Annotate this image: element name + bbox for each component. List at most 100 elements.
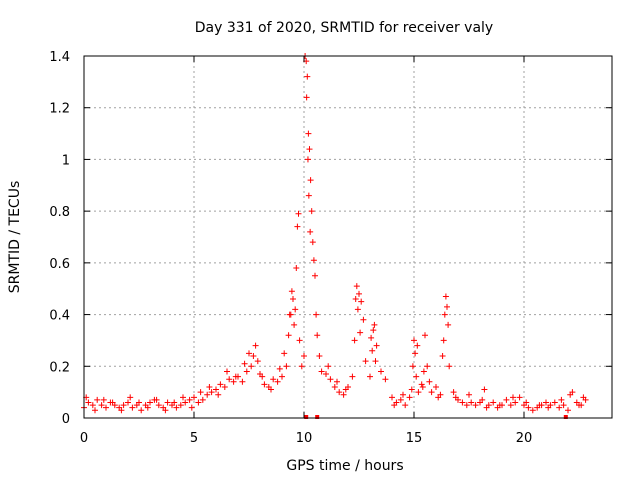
data-point xyxy=(177,402,184,409)
data-point xyxy=(162,407,169,414)
data-point xyxy=(325,363,332,370)
data-point xyxy=(459,399,466,406)
data-point xyxy=(389,394,395,401)
data-point xyxy=(378,368,384,375)
data-point xyxy=(217,381,224,388)
data-point xyxy=(89,402,96,409)
data-point xyxy=(556,404,563,411)
x-tick-label: 5 xyxy=(190,431,198,446)
data-point xyxy=(144,404,151,411)
data-point xyxy=(248,363,255,370)
zero-data-point xyxy=(315,415,320,419)
data-point xyxy=(369,347,376,354)
x-tick-label: 15 xyxy=(406,431,423,446)
y-tick-label: 0.4 xyxy=(49,309,70,324)
data-point xyxy=(290,296,296,303)
data-point xyxy=(309,239,316,246)
data-point xyxy=(371,321,378,328)
data-point xyxy=(523,399,530,406)
data-point xyxy=(507,402,514,409)
data-point xyxy=(147,399,153,406)
data-point xyxy=(452,394,459,401)
data-point xyxy=(125,399,131,406)
data-point xyxy=(372,358,379,365)
y-tick-label: 0.2 xyxy=(49,360,70,375)
data-point xyxy=(323,371,329,378)
data-point xyxy=(305,130,312,137)
data-point xyxy=(118,407,125,414)
data-point xyxy=(250,352,257,359)
data-point xyxy=(276,365,283,372)
zero-data-point xyxy=(563,415,568,419)
data-point xyxy=(310,257,317,264)
data-point xyxy=(171,399,178,406)
chart-title: Day 331 of 2020, SRMTID for receiver val… xyxy=(195,20,493,36)
data-point xyxy=(285,332,292,339)
data-point xyxy=(353,283,360,290)
data-point xyxy=(199,396,206,403)
data-point xyxy=(368,334,375,341)
data-point xyxy=(428,389,435,396)
data-point xyxy=(204,391,211,398)
data-point xyxy=(560,402,567,409)
data-point xyxy=(525,404,532,411)
data-point xyxy=(213,386,219,393)
data-point xyxy=(414,342,421,349)
data-point xyxy=(120,402,127,409)
data-point xyxy=(439,352,446,359)
data-point xyxy=(415,389,422,396)
data-point xyxy=(357,329,364,336)
data-point xyxy=(215,391,222,398)
data-point xyxy=(254,358,261,365)
data-point xyxy=(103,404,109,411)
data-point xyxy=(164,399,171,406)
data-point xyxy=(191,394,197,401)
data-point xyxy=(316,352,323,359)
y-tick-label: 1 xyxy=(62,153,70,168)
data-point xyxy=(450,389,457,396)
data-point xyxy=(292,306,299,313)
data-point xyxy=(224,368,230,375)
data-point xyxy=(100,396,107,403)
data-point xyxy=(444,303,450,310)
data-point xyxy=(435,394,442,401)
data-point xyxy=(197,389,204,396)
data-point xyxy=(153,396,160,403)
data-point xyxy=(173,404,180,411)
data-point xyxy=(397,396,404,403)
data-point xyxy=(304,73,311,80)
data-point xyxy=(208,389,215,396)
data-point xyxy=(412,350,419,357)
data-point xyxy=(479,396,486,403)
axis-ticks: 0 5 10 15 20 0 0.2 0.4 0.6 0.8 1 1.2 1.4 xyxy=(49,50,612,446)
data-point xyxy=(268,386,274,393)
x-tick-label: 20 xyxy=(516,431,533,446)
data-point xyxy=(362,358,369,365)
data-point xyxy=(483,404,490,411)
data-point xyxy=(155,402,162,409)
data-point xyxy=(304,156,311,163)
data-point xyxy=(230,378,237,385)
data-point xyxy=(313,311,320,318)
data-point xyxy=(298,363,305,370)
data-point xyxy=(281,350,288,357)
data-point xyxy=(351,337,358,344)
data-point xyxy=(510,394,516,401)
plot-frame xyxy=(83,55,613,419)
data-point xyxy=(419,383,426,390)
data-point xyxy=(382,376,389,383)
data-point xyxy=(340,391,347,398)
data-point xyxy=(565,407,571,414)
data-point xyxy=(283,363,290,370)
data-point xyxy=(516,394,523,401)
data-point xyxy=(463,402,470,409)
data-point xyxy=(342,386,349,393)
data-point xyxy=(411,337,417,344)
data-point xyxy=(307,177,314,184)
data-point xyxy=(367,373,373,380)
data-point xyxy=(239,378,246,385)
data-point xyxy=(312,272,318,279)
data-point xyxy=(422,332,428,339)
data-point xyxy=(349,373,356,380)
data-point xyxy=(296,337,303,344)
